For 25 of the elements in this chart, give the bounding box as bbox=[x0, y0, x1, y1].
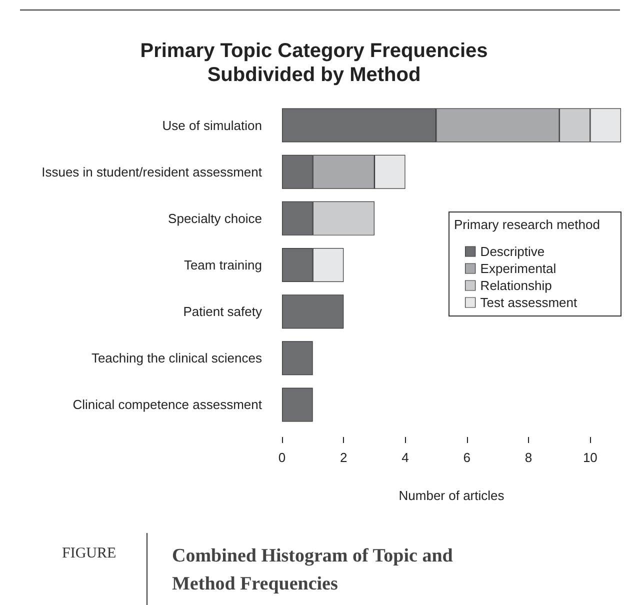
chart-title: Primary Topic Category Frequencies Subdivided by Method bbox=[140, 40, 488, 86]
y-tick-label: Team training bbox=[184, 258, 262, 272]
x-tick-label: 4 bbox=[402, 450, 409, 465]
x-tick-label: 2 bbox=[340, 450, 348, 465]
legend-label: Descriptive bbox=[480, 244, 545, 259]
legend-label: Relationship bbox=[480, 278, 552, 293]
y-tick-label: Issues in student/resident assessment bbox=[42, 164, 262, 180]
bar bbox=[282, 388, 313, 422]
y-tick-label: Use of simulation bbox=[162, 118, 262, 133]
x-axis-title: Number of articles bbox=[398, 488, 505, 503]
y-tick-label: Patient safety bbox=[183, 304, 262, 320]
y-tick-label: Specialty choice bbox=[168, 210, 262, 226]
x-tick-label: 8 bbox=[524, 450, 532, 465]
bar bbox=[282, 294, 344, 329]
y-tick-label: Teaching the clinical sciences bbox=[91, 350, 262, 366]
x-tick-label: 10 bbox=[582, 450, 598, 465]
y-tick-label: Clinical competence assessment bbox=[72, 397, 262, 412]
x-tick-label: 0 bbox=[278, 450, 286, 465]
text: Combined Histogram of Topic and Method Frequencies bbox=[172, 546, 458, 594]
bar bbox=[282, 341, 313, 376]
legend-label: Test assessment bbox=[480, 295, 578, 310]
legend-label: Experimental bbox=[480, 261, 556, 276]
legend-title: Primary research method bbox=[454, 217, 600, 232]
x-tick-label: 6 bbox=[463, 450, 471, 465]
text: FIGURE bbox=[62, 546, 116, 562]
